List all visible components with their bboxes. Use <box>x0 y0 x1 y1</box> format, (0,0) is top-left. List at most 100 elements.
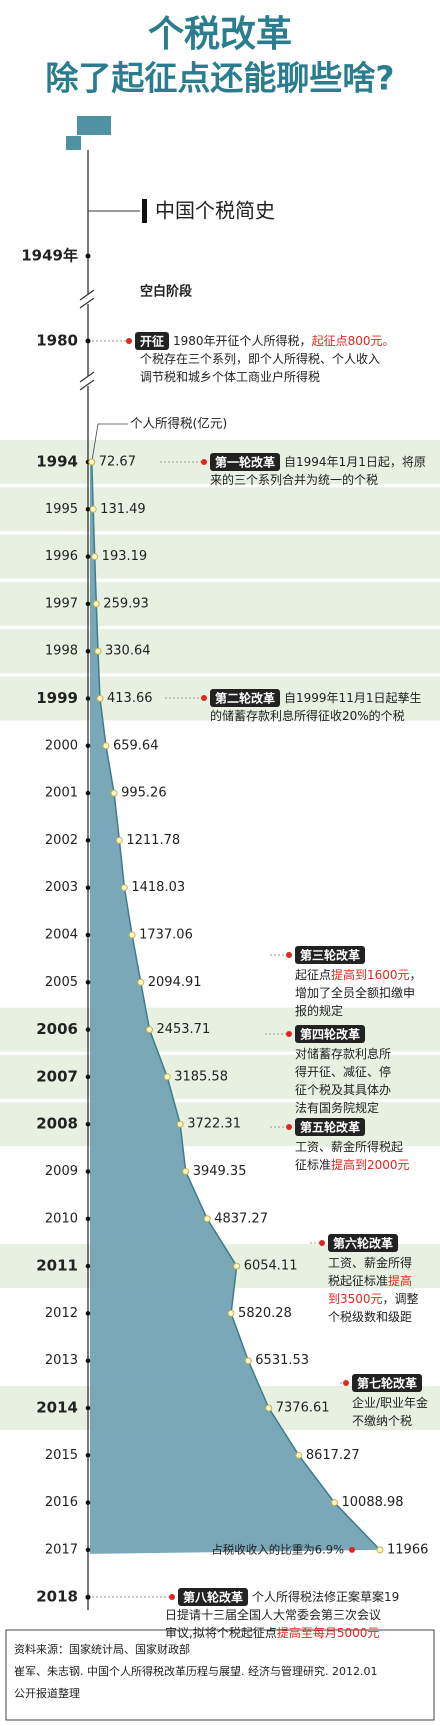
annotation-text: 审议,拟将个税起征点 <box>165 1625 277 1640</box>
value-label: 413.66 <box>107 691 152 706</box>
annotation-tag-box <box>210 453 281 471</box>
annotation-text: 起征点 <box>295 968 331 982</box>
point <box>376 1546 384 1554</box>
year-label: 2006 <box>36 1020 78 1038</box>
annotation-text: 日提请十三届全国人大常委会第三次会议 <box>165 1607 381 1622</box>
year-label: 1998 <box>45 644 78 659</box>
annotation-text: 到3500元 <box>328 1292 383 1306</box>
area-edge <box>91 461 381 1551</box>
year-dot <box>85 1405 91 1411</box>
annotation-dot <box>169 1594 175 1600</box>
source-line: 资料来源：国家统计局、国家财政部 <box>14 1642 190 1656</box>
area-fill <box>90 458 380 1554</box>
value-label: 3185.58 <box>174 1069 228 1084</box>
annotation-text: 得开征、减征、停 <box>295 1064 391 1079</box>
year-dot <box>85 1169 91 1174</box>
annotation-line: 1980年开征个人所得税，起征点800元。 <box>173 333 394 348</box>
point <box>94 647 102 655</box>
value-label-leader <box>91 423 128 463</box>
annotation-dot <box>319 1240 325 1246</box>
point <box>137 978 145 986</box>
year-label: 2016 <box>45 1495 78 1510</box>
year-label: 2004 <box>45 928 78 943</box>
point <box>102 742 110 750</box>
value-label: 10088.98 <box>342 1495 404 1510</box>
row-band <box>0 1007 440 1052</box>
value-label: 1737.06 <box>139 928 193 943</box>
year-dot <box>85 1311 91 1316</box>
annotation-tag-box <box>295 1025 366 1043</box>
year-label: 2014 <box>36 1399 78 1417</box>
value-label: 6531.53 <box>255 1353 309 1368</box>
annotation-tag-box <box>352 1374 423 1392</box>
note-dot <box>349 1546 355 1553</box>
annotation-tag-box <box>178 1588 249 1606</box>
value-label: 995.26 <box>121 786 166 801</box>
point <box>115 836 123 844</box>
year-label: 2008 <box>36 1115 78 1133</box>
year-dot <box>85 1500 91 1505</box>
year-label: 1994 <box>36 453 78 471</box>
annotation-text: ，调整 <box>383 1291 419 1306</box>
annotation-dot <box>201 695 207 701</box>
year-dot <box>85 601 91 607</box>
annotation-line: 征个税及其具体办 <box>295 1082 391 1097</box>
value-label: 1211.78 <box>126 833 180 848</box>
year-dot <box>85 980 91 985</box>
title-line: 除了起征点还能聊些啥? <box>45 59 394 98</box>
point <box>88 458 96 466</box>
point <box>91 553 99 561</box>
annotation-text: 来的三个系列合并为统一的个税 <box>210 472 378 487</box>
annotation-dot <box>201 459 207 465</box>
point <box>227 1309 235 1317</box>
annotation-tag: 第六轮改革 <box>333 1236 393 1251</box>
year-label: 2002 <box>45 833 78 848</box>
year-label: 2017 <box>45 1542 78 1557</box>
annotation-text: 征个税及其具体办 <box>295 1082 391 1097</box>
year-dot <box>85 1216 91 1222</box>
annotation-text: 对储蓄存款利息所 <box>295 1046 391 1061</box>
value-label: 1418.03 <box>131 880 185 895</box>
annotation-tag: 第四轮改革 <box>300 1027 360 1042</box>
annotation-tag: 开征 <box>140 334 164 349</box>
year-dot <box>85 696 91 701</box>
annotation-tag-box <box>210 689 281 707</box>
year-dot <box>85 554 91 559</box>
annotation-dot <box>286 1031 292 1037</box>
value-label: 2094.91 <box>148 975 202 990</box>
point <box>203 1215 211 1223</box>
annotation-line: 报的规定 <box>295 1003 343 1018</box>
annotation-line: 个人所得税法修正案草案19 <box>252 1589 399 1604</box>
value-label: 5820.28 <box>238 1306 292 1321</box>
annotation-line: 审议,拟将个税起征点提高至每月5000元 <box>165 1625 379 1640</box>
annotation-text: 税起征标准 <box>328 1274 388 1288</box>
annotation-line: 工资、薪金所得税起 <box>295 1139 403 1154</box>
annotation-line: 工资、薪金所得 <box>328 1255 412 1270</box>
annotation-line: 自1999年11月1日起孳生 <box>284 690 421 705</box>
year-label: 2007 <box>36 1067 78 1085</box>
row-band <box>0 581 440 626</box>
year-dot <box>85 790 91 796</box>
point <box>244 1357 252 1365</box>
point <box>96 695 104 702</box>
annotation-tag: 第三轮改革 <box>300 948 360 963</box>
year-label: 2010 <box>45 1211 78 1226</box>
annotation-tag-box <box>295 946 366 964</box>
year-label: 2018 <box>36 1588 78 1606</box>
annotation-line: 的储蓄存款利息所得征收20%的个税 <box>210 708 405 723</box>
annotation-line: 企业/职业年金 <box>352 1395 428 1410</box>
annotation-dot <box>286 1124 292 1130</box>
point <box>145 1026 153 1034</box>
year-dot <box>85 1121 91 1127</box>
value-label: 131.49 <box>100 502 146 517</box>
year-dot <box>85 1358 91 1363</box>
year-dot <box>85 1453 91 1458</box>
annotation-tag: 第五轮改革 <box>300 1120 360 1135</box>
deco-square <box>77 116 111 135</box>
annotation-text: 征标准 <box>295 1158 331 1172</box>
annotation-text: 的储蓄存款利息所得征收20%的个税 <box>210 708 405 723</box>
annotation-text: 提高至每月5000元 <box>277 1625 380 1640</box>
year-dot <box>85 743 91 749</box>
